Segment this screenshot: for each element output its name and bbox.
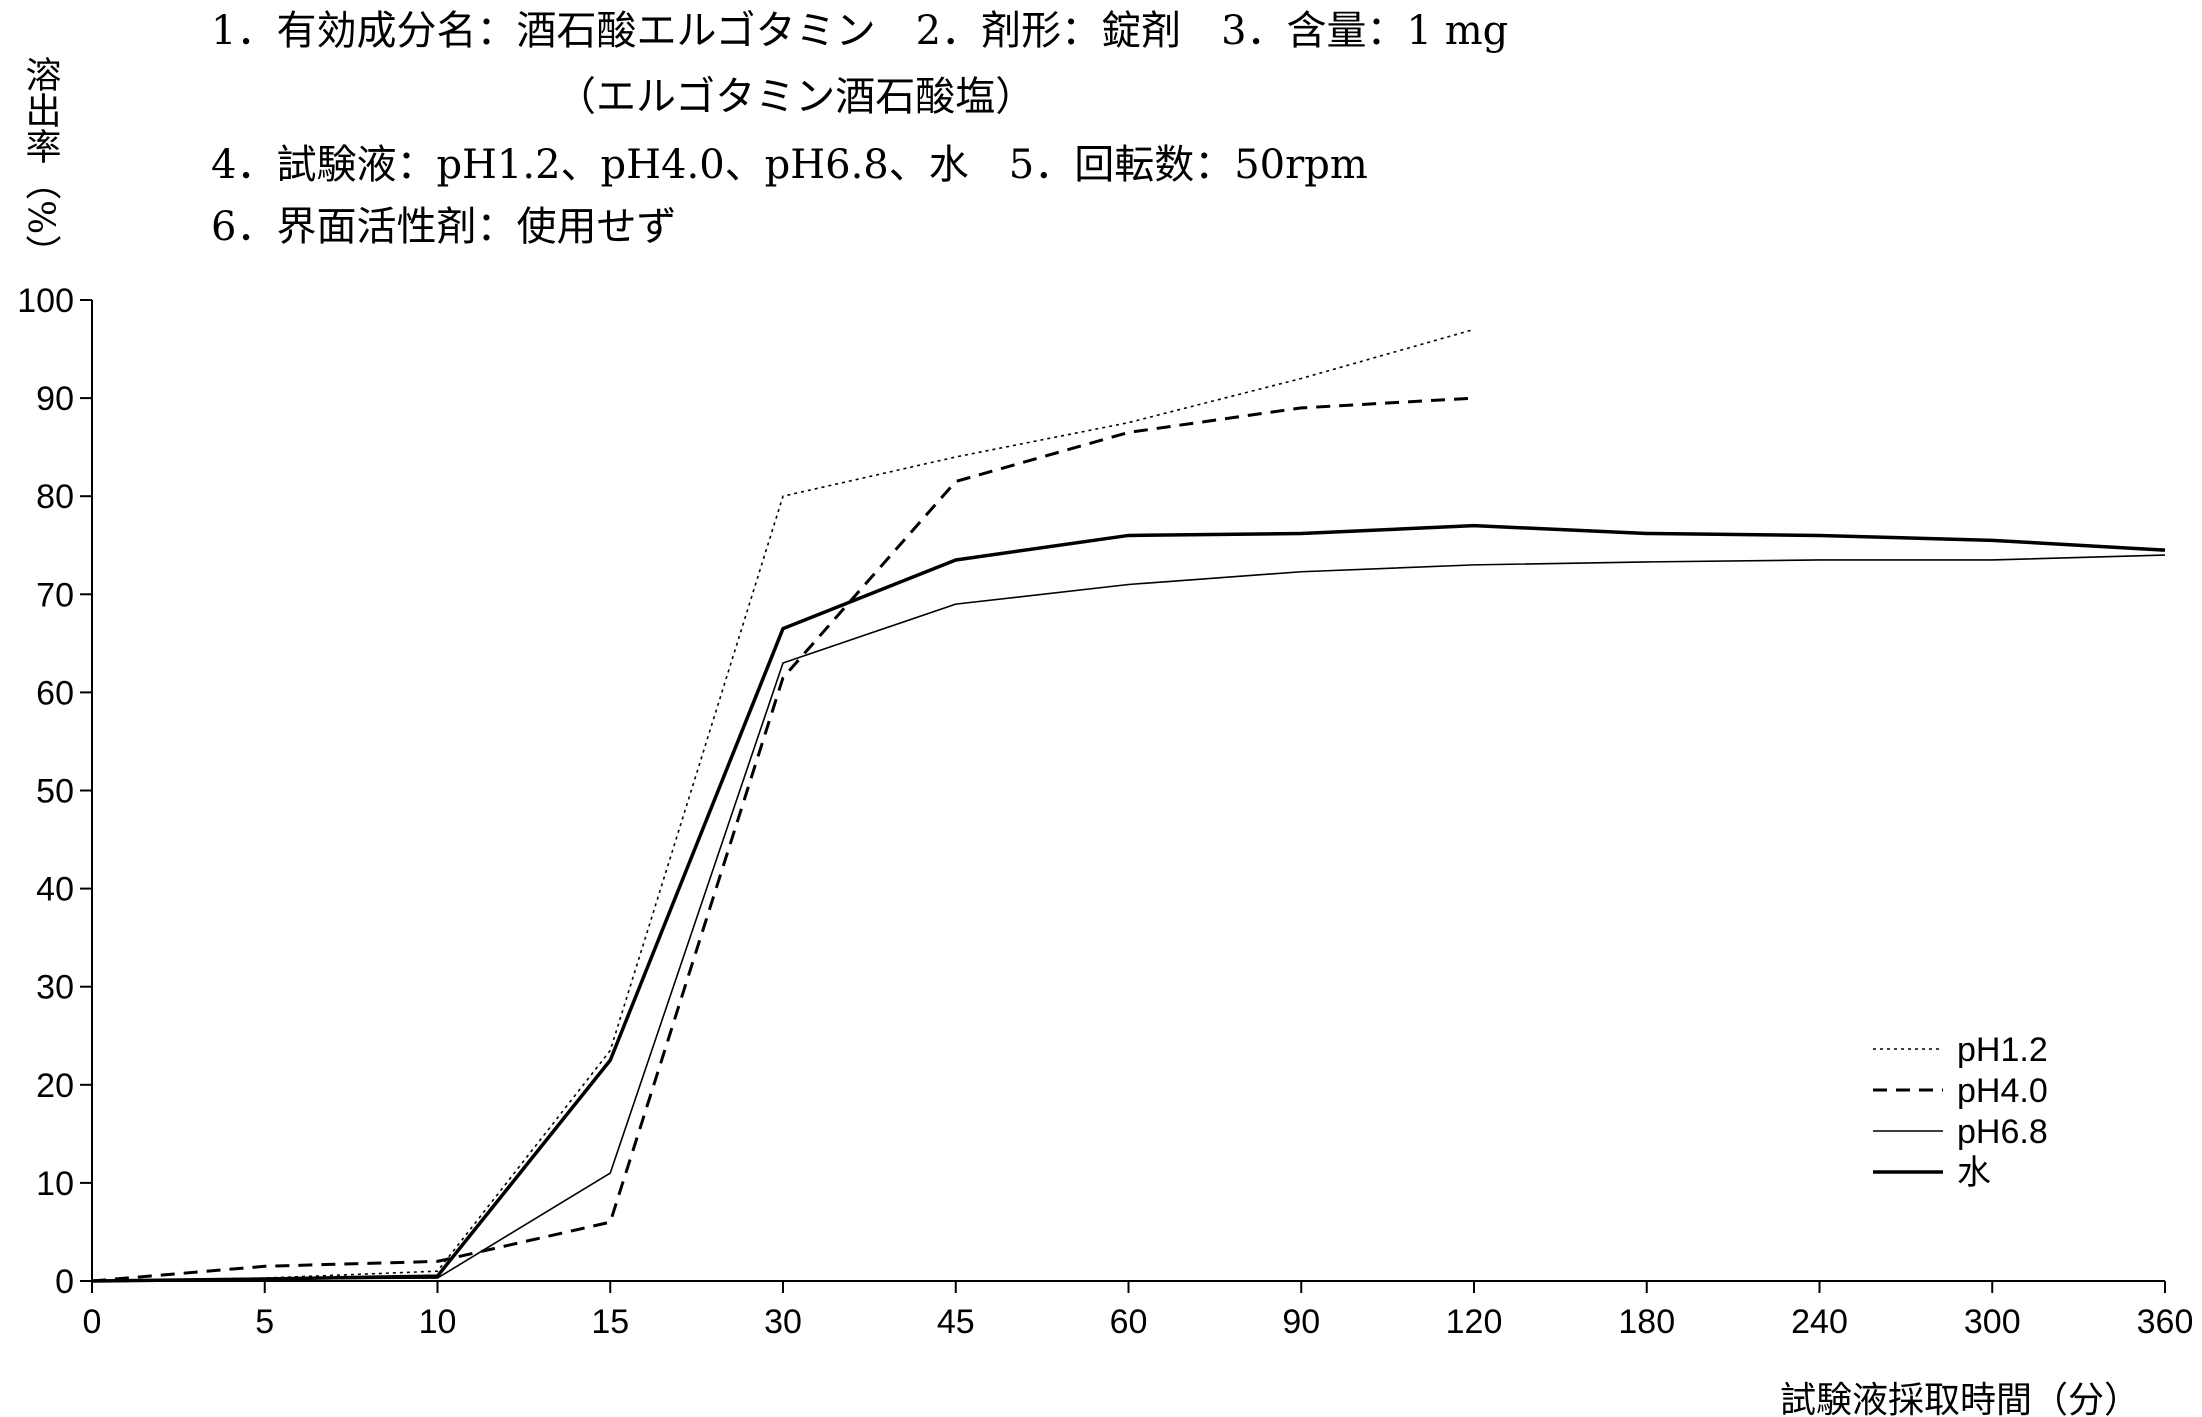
x-tick-label: 360 <box>2137 1303 2194 1341</box>
note: （エルゴタミン酒石酸塩） <box>556 74 1035 120</box>
x-tick-label: 45 <box>937 1303 975 1341</box>
x-tick-label: 0 <box>83 1303 102 1341</box>
series-line <box>91 328 1475 1282</box>
x-tick-label: 5 <box>255 1303 274 1341</box>
series-line <box>91 396 1475 1283</box>
x-tick-label: 30 <box>764 1303 802 1341</box>
y-tick-label: 0 <box>55 1263 74 1301</box>
x-tick-label: 180 <box>1618 1303 1675 1341</box>
legend-label: pH4.0 <box>1957 1072 2048 1110</box>
note: 6．界面活性剤：使用せず <box>211 204 676 250</box>
y-axis-label: 溶出率（%） <box>20 56 62 271</box>
x-tick-label: 60 <box>1110 1303 1148 1341</box>
y-tick-label: 60 <box>36 674 74 712</box>
x-tick-label: 15 <box>591 1303 629 1341</box>
x-tick-label: 120 <box>1446 1303 1503 1341</box>
y-tick-label: 50 <box>36 773 74 811</box>
series-line <box>91 554 2166 1282</box>
y-tick-label: 90 <box>36 380 74 418</box>
x-tick-label: 240 <box>1791 1303 1848 1341</box>
x-tick-label: 90 <box>1282 1303 1320 1341</box>
y-tick-label: 20 <box>36 1067 74 1105</box>
note: 1．有効成分名：酒石酸エルゴタミン 2．剤形：錠剤 3．含量：1 mg <box>211 8 1508 54</box>
legend-label: pH1.2 <box>1957 1031 2048 1069</box>
x-tick-label: 10 <box>419 1303 457 1341</box>
legend-label: 水 <box>1957 1154 1991 1192</box>
series-line <box>91 523 2166 1283</box>
x-tick-label: 300 <box>1964 1303 2021 1341</box>
y-tick-label: 100 <box>17 282 74 320</box>
y-tick-label: 30 <box>36 969 74 1007</box>
y-tick-label: 10 <box>36 1165 74 1203</box>
legend-label: pH6.8 <box>1957 1113 2048 1151</box>
note: 4．試験液：pH1.2、pH4.0、pH6.8、水 5．回転数：50rpm <box>211 142 1368 188</box>
y-tick-label: 40 <box>36 871 74 909</box>
x-axis-label: 試験液採取時間（分） <box>1780 1380 2140 1417</box>
y-tick-label: 80 <box>36 478 74 516</box>
y-tick-label: 70 <box>36 576 74 614</box>
